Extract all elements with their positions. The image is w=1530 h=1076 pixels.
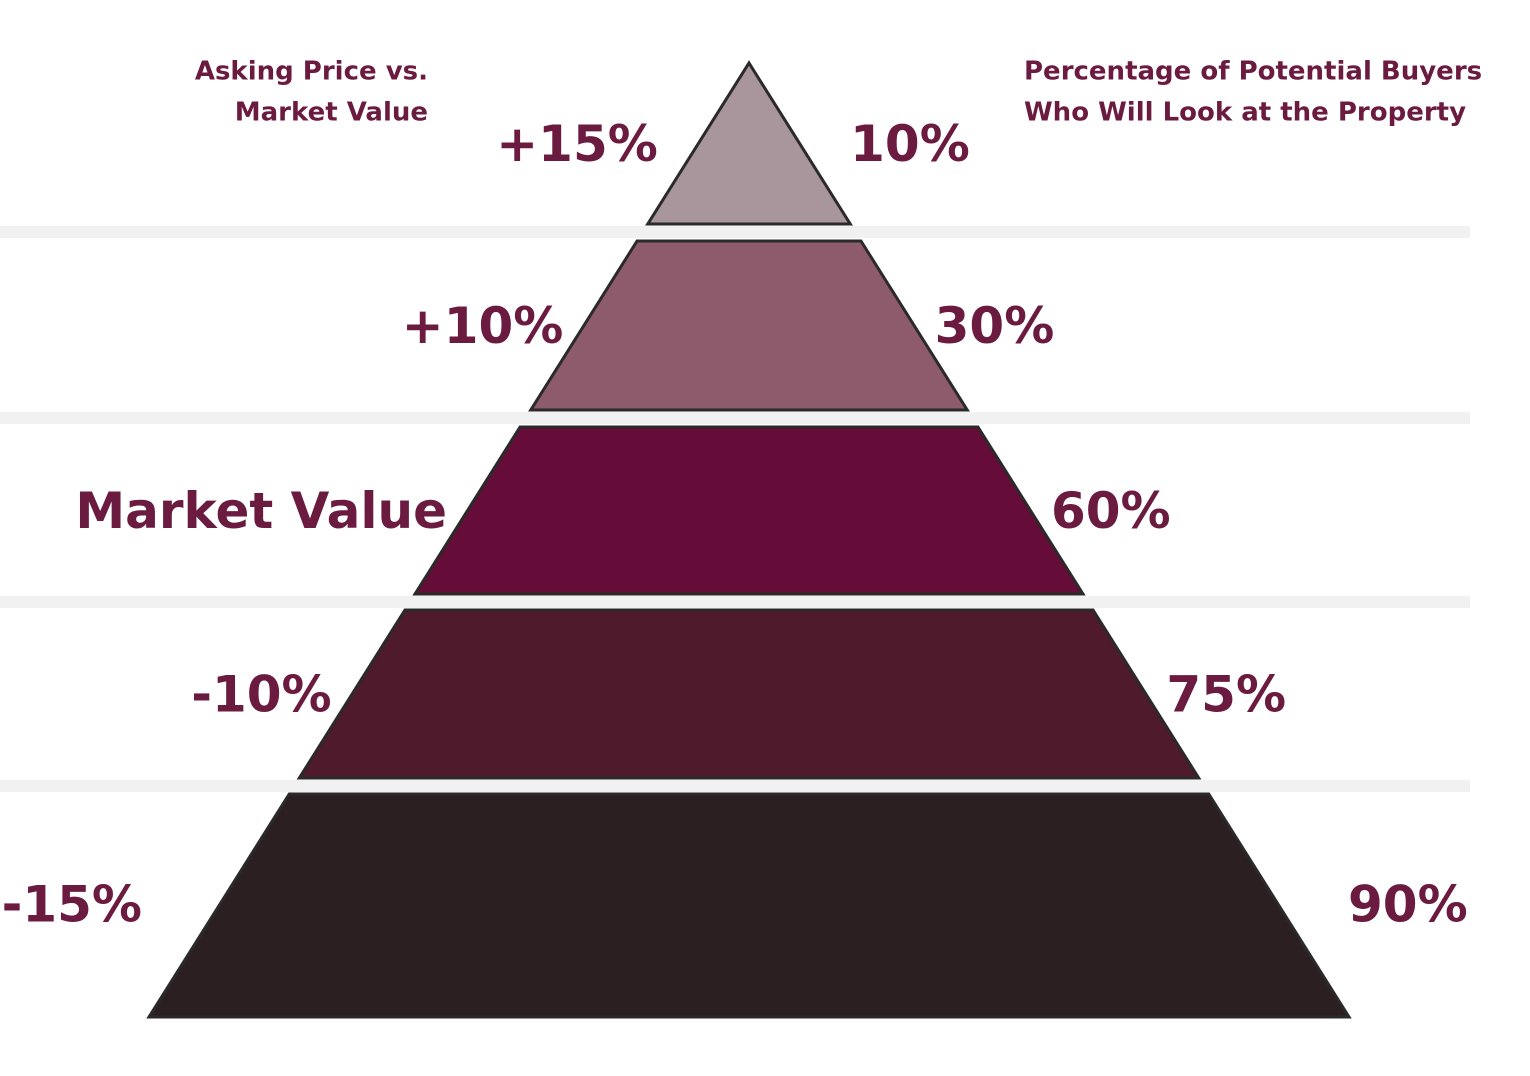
separator (0, 412, 1470, 424)
right-title: Percentage of Potential Buyers (1024, 57, 1482, 87)
right-label: 60% (1051, 482, 1171, 540)
separator (0, 780, 1470, 792)
right-label: 75% (1166, 666, 1286, 724)
left-title: Asking Price vs. (195, 57, 428, 87)
left-label: -15% (2, 876, 142, 934)
left-title: Market Value (235, 98, 428, 128)
left-label: +10% (402, 297, 564, 355)
left-label: Market Value (75, 482, 447, 540)
right-label: 10% (850, 115, 970, 173)
separator (0, 226, 1470, 238)
separator (0, 596, 1470, 608)
pyramid-level (645, 60, 853, 226)
right-label: 90% (1348, 876, 1468, 934)
pyramid-level (528, 239, 970, 412)
right-label: 30% (935, 297, 1055, 355)
left-label: +15% (496, 115, 658, 173)
pyramid-level (146, 792, 1352, 1019)
pyramid-level (412, 425, 1086, 596)
left-label: -10% (191, 666, 331, 724)
pyramid-level (296, 608, 1202, 780)
right-title: Who Will Look at the Property (1024, 98, 1466, 128)
